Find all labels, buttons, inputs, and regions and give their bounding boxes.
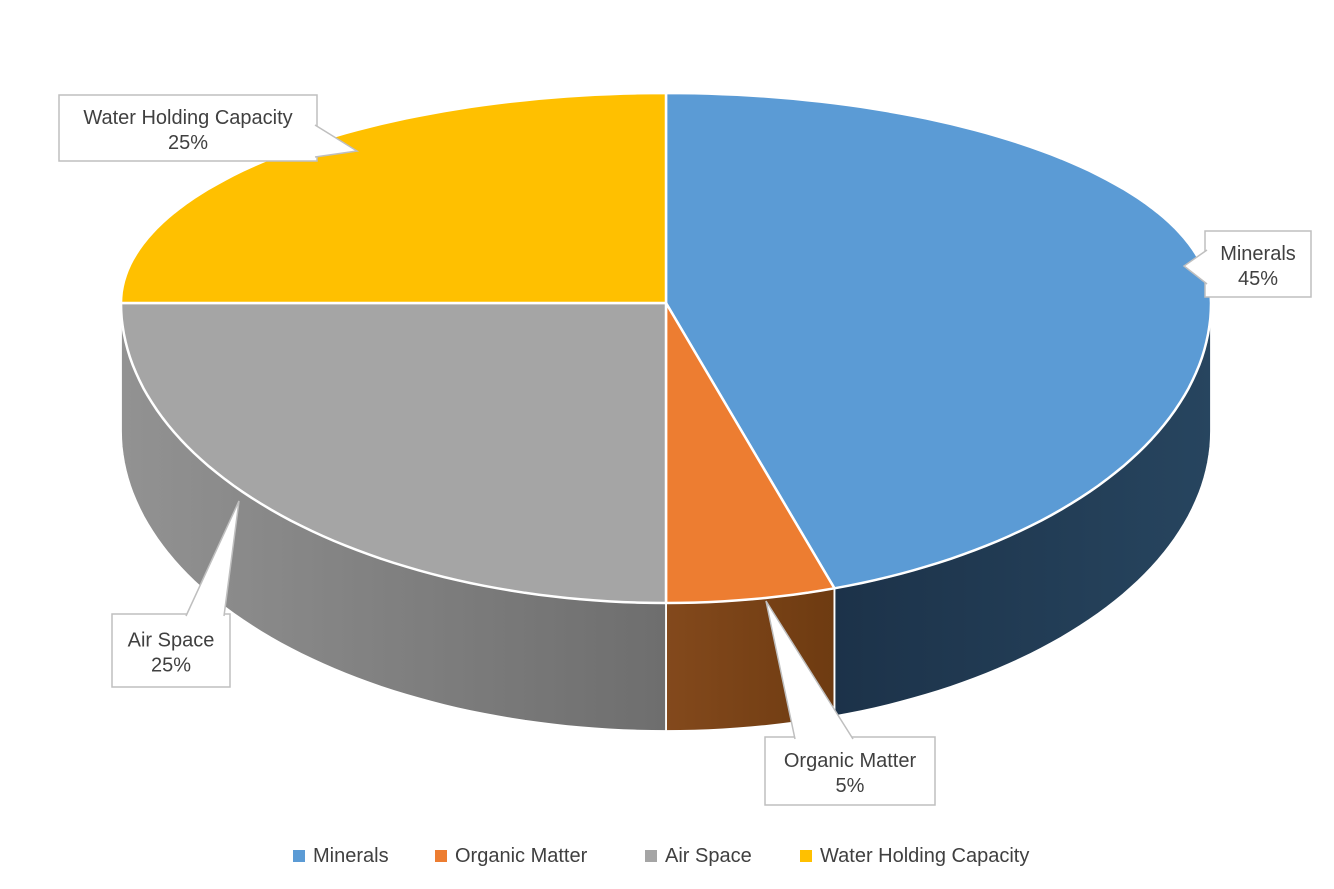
data-label-leader-minerals xyxy=(1182,249,1208,285)
data-label-value: 25% xyxy=(168,132,208,154)
legend-label: Air Space xyxy=(665,845,752,867)
legend-label: Water Holding Capacity xyxy=(820,845,1030,867)
data-label-category: Air Space xyxy=(128,630,215,652)
legend-marker-organic-matter xyxy=(435,850,447,862)
data-label-category: Minerals xyxy=(1220,243,1296,265)
data-label-water-holding-capacity[interactable]: Water Holding Capacity 25% xyxy=(58,94,360,162)
data-label-leader-water-holding-capacity xyxy=(314,124,360,158)
legend-item-minerals[interactable]: Minerals xyxy=(293,845,389,867)
legend-item-organic-matter[interactable]: Organic Matter xyxy=(435,845,587,867)
pie-slice-organic-matter[interactable] xyxy=(664,301,836,605)
legend-marker-minerals xyxy=(293,850,305,862)
data-label-value: 5% xyxy=(836,775,865,797)
data-label-organic-matter[interactable]: Organic Matter 5% xyxy=(764,600,936,806)
legend-label: Minerals xyxy=(313,845,389,867)
data-label-category: Organic Matter xyxy=(784,750,917,772)
data-label-value: 45% xyxy=(1238,268,1278,290)
legend: Minerals Organic Matter Air Space Water Hol… xyxy=(0,0,1334,867)
data-label-box-water-holding-capacity xyxy=(58,94,318,162)
legend-marker-water-holding-capacity xyxy=(800,850,812,862)
pie-slice-air-space[interactable] xyxy=(119,301,668,605)
data-label-leader-organic-matter xyxy=(765,600,854,740)
data-label-box-air-space xyxy=(111,613,231,688)
data-label-box-minerals xyxy=(1204,230,1312,298)
data-label-leader-air-space xyxy=(185,500,240,617)
data-label-value: 25% xyxy=(151,655,191,677)
legend-item-air-space[interactable]: Air Space xyxy=(645,845,752,867)
legend-item-water-holding-capacity[interactable]: Water Holding Capacity xyxy=(800,845,1029,867)
legend-label: Organic Matter xyxy=(455,845,588,867)
data-label-minerals[interactable]: Minerals 45% xyxy=(1182,230,1312,298)
legend-marker-air-space xyxy=(645,850,657,862)
data-label-air-space[interactable]: Air Space 25% xyxy=(111,500,240,688)
data-label-category: Water Holding Capacity xyxy=(83,107,292,129)
